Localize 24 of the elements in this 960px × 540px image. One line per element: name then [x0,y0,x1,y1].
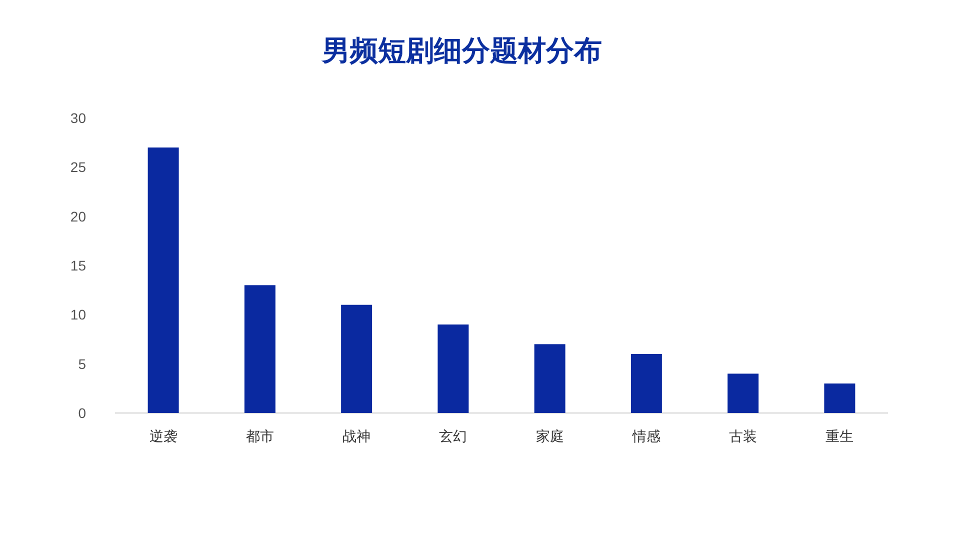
x-tick-label: 玄幻 [439,428,468,444]
bar [534,344,566,413]
y-tick-label: 10 [70,306,86,323]
bar [148,148,179,413]
y-tick-label: 0 [78,405,86,421]
bar [438,324,469,413]
x-tick-label: 都市 [246,428,274,444]
x-tick-label: 情感 [631,428,660,444]
y-tick-label: 25 [70,159,86,176]
bar [341,304,372,413]
x-tick-label: 古装 [729,428,758,444]
bar [244,285,276,413]
chart-title: 男频短剧细分题材分布 [321,35,602,66]
y-tick-label: 30 [70,110,86,126]
y-tick-label: 5 [78,356,86,372]
x-tick-label: 家庭 [536,428,564,444]
x-tick-label: 逆袭 [149,428,178,444]
x-tick-label: 重生 [826,428,854,444]
bar [824,384,856,413]
x-tick-label: 战神 [342,428,371,444]
y-tick-label: 20 [70,208,86,224]
y-tick-label: 15 [70,258,86,274]
bar [728,374,759,413]
bar [630,354,662,413]
